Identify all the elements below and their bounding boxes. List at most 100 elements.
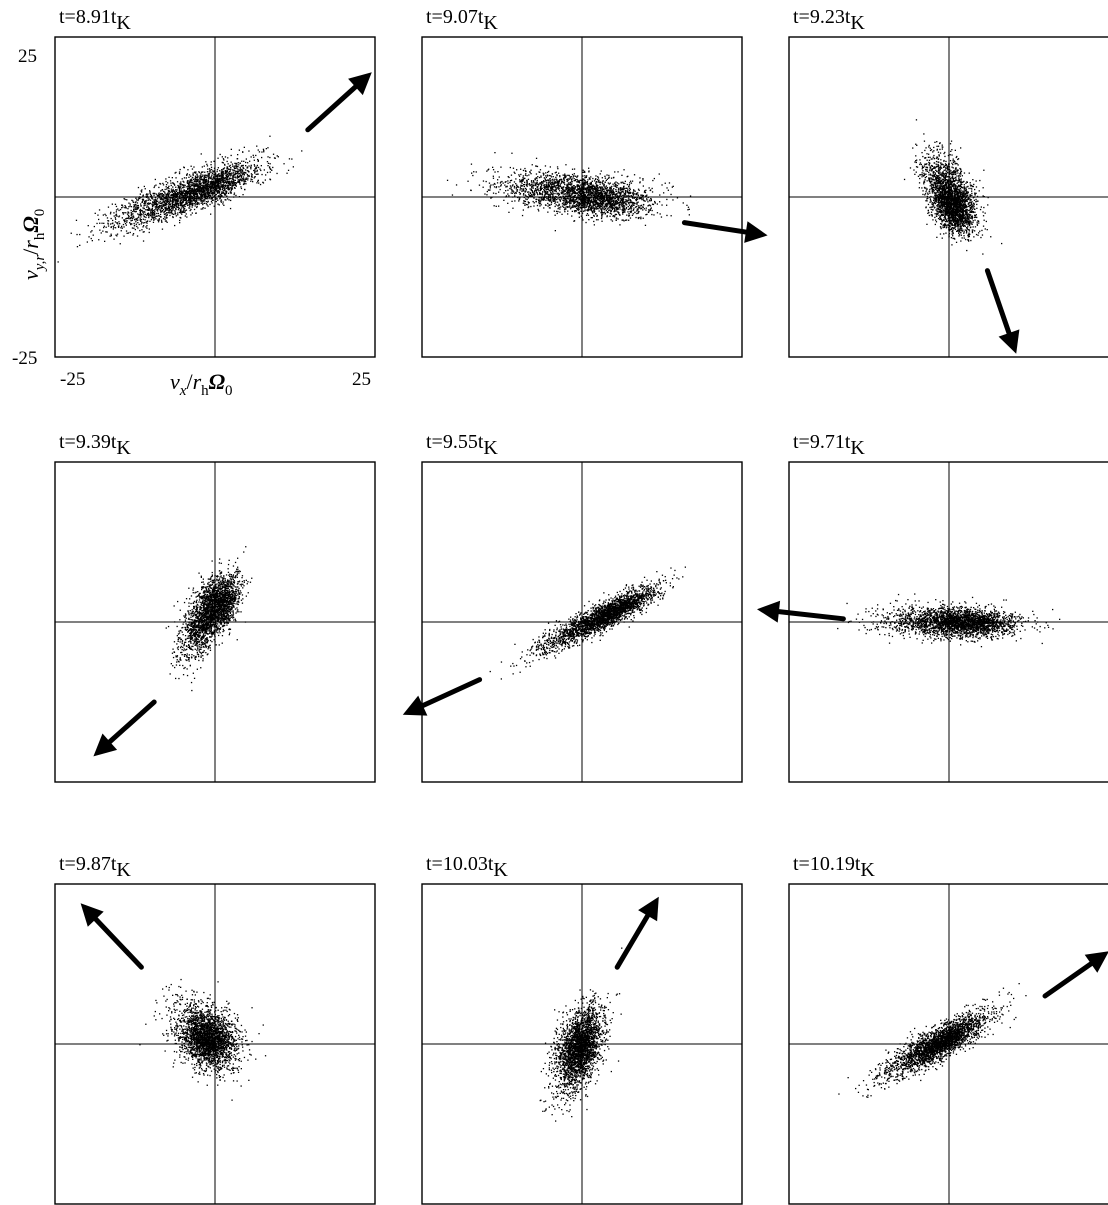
- particle-point: [174, 172, 176, 174]
- particle-point: [486, 170, 488, 172]
- particle-point: [615, 186, 617, 188]
- particle-point: [244, 179, 246, 181]
- particle-point: [643, 191, 646, 193]
- particle-point: [229, 181, 231, 183]
- particle-point: [203, 175, 205, 177]
- particle-point: [204, 180, 207, 182]
- particle-point: [130, 223, 132, 226]
- particle-point: [190, 197, 192, 199]
- particle-point: [593, 180, 596, 182]
- particle-point: [179, 182, 181, 185]
- particle-point: [212, 181, 214, 183]
- particle-point: [203, 190, 205, 192]
- particle-point: [157, 207, 159, 209]
- particle-point: [569, 190, 572, 193]
- particle-point: [207, 187, 209, 189]
- particle-point: [93, 225, 95, 228]
- particle-point: [210, 166, 213, 168]
- particle-point: [523, 196, 525, 199]
- particle-point: [166, 193, 168, 195]
- particle-point: [228, 184, 230, 187]
- particle-point: [586, 187, 588, 189]
- particle-point: [574, 175, 576, 177]
- particle-point: [233, 193, 235, 196]
- particle-point: [571, 183, 573, 185]
- particle-point: [582, 184, 585, 186]
- particle-point: [591, 207, 593, 209]
- particle-point: [525, 190, 527, 192]
- particle-point: [554, 178, 556, 180]
- particle-point: [255, 173, 257, 175]
- particle-point: [148, 228, 150, 230]
- particle-point: [228, 182, 230, 184]
- particle-point: [193, 166, 195, 168]
- particle-point: [266, 171, 269, 174]
- particle-point: [248, 175, 250, 177]
- particle-point: [145, 209, 147, 211]
- particle-point: [166, 212, 168, 214]
- particle-point: [526, 181, 528, 184]
- particle-point: [577, 194, 579, 196]
- particle-point: [162, 184, 165, 186]
- particle-point: [578, 192, 581, 194]
- particle-point: [523, 201, 525, 203]
- particle-point: [231, 182, 233, 184]
- particle-point: [234, 162, 236, 164]
- particle-point: [214, 186, 217, 188]
- particle-point: [188, 182, 190, 184]
- particle-point: [610, 202, 612, 205]
- particle-point: [563, 198, 565, 200]
- particle-point: [149, 202, 151, 204]
- particle-point: [569, 176, 571, 178]
- particle-point: [640, 216, 642, 218]
- particle-point: [238, 164, 240, 166]
- particle-point: [168, 206, 171, 208]
- particle-point: [219, 189, 221, 191]
- particle-point: [166, 188, 168, 190]
- particle-point: [182, 186, 185, 188]
- particle-point: [239, 162, 241, 164]
- particle-point: [494, 183, 496, 185]
- particle-point: [135, 201, 137, 203]
- particle-point: [585, 214, 588, 216]
- particle-point: [626, 191, 628, 193]
- particle-point: [141, 213, 143, 216]
- particle-point: [670, 215, 672, 217]
- particle-point: [226, 180, 228, 183]
- particle-point: [526, 175, 528, 177]
- particle-point: [132, 201, 134, 203]
- particle-point: [183, 208, 185, 210]
- particle-point: [75, 219, 78, 221]
- particle-point: [291, 158, 293, 160]
- particle-point: [614, 215, 616, 217]
- particle-point: [180, 181, 182, 183]
- particle-point: [577, 189, 579, 191]
- particle-point: [202, 203, 204, 206]
- particle-point: [573, 173, 575, 175]
- particle-point: [620, 192, 622, 194]
- particle-point: [610, 213, 613, 215]
- particle-point: [199, 190, 201, 192]
- particle-point: [191, 203, 193, 205]
- particle-point: [193, 197, 195, 199]
- particle-point: [536, 186, 538, 188]
- particle-point: [567, 201, 570, 203]
- particle-point: [189, 205, 191, 207]
- particle-point: [565, 188, 567, 191]
- particle-point: [622, 202, 624, 205]
- particle-point: [103, 222, 105, 224]
- particle-point: [528, 191, 530, 193]
- particle-point: [152, 201, 154, 203]
- particle-point: [592, 177, 594, 180]
- particle-point: [505, 190, 507, 192]
- particle-point: [189, 199, 191, 201]
- particle-point: [162, 204, 164, 206]
- particle-point: [157, 207, 160, 209]
- particle-point: [536, 204, 539, 207]
- particle-point: [229, 175, 232, 177]
- particle-point: [237, 166, 239, 168]
- particle-point: [577, 206, 579, 208]
- particle-point: [209, 177, 212, 180]
- particle-point: [195, 189, 197, 191]
- particle-point: [609, 182, 611, 184]
